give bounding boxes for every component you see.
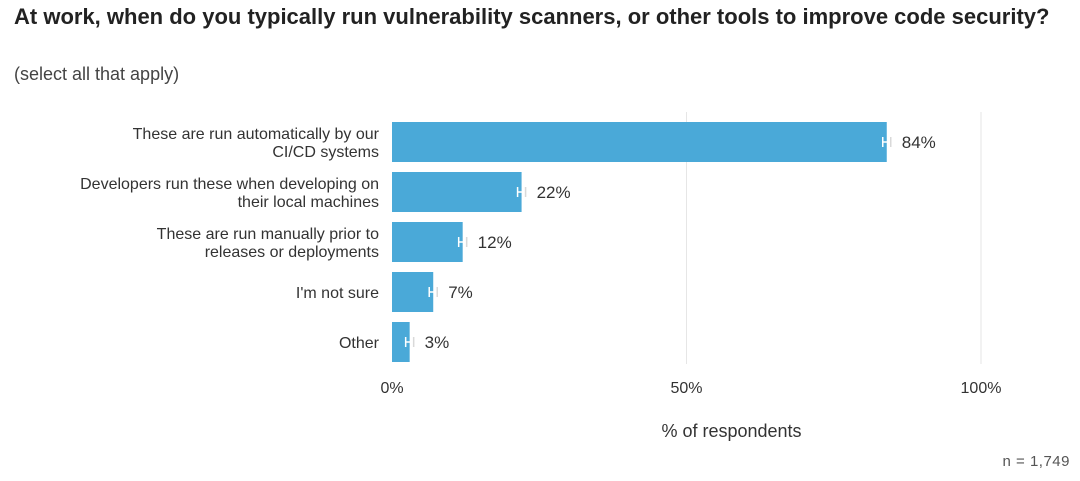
chart-subtitle: (select all that apply) [14,64,180,84]
bar [392,222,463,262]
category-label: releases or deployments [205,244,379,261]
category-label: I'm not sure [296,285,379,302]
x-tick-label: 50% [670,380,702,397]
bar [392,172,522,212]
category-label: CI/CD systems [272,144,379,161]
bar [392,122,887,162]
bar [392,322,410,362]
data-label: 7% [448,283,473,302]
sample-size-note: n = 1,749 [1002,453,1070,470]
category-label: Other [339,335,380,352]
x-tick-label: 0% [380,380,403,397]
x-tick-label: 100% [961,380,1002,397]
category-label: These are run manually prior to [157,226,379,243]
category-label: Developers run these when developing on [80,176,379,193]
bar [392,272,434,312]
data-label: 12% [478,233,512,252]
data-label: 22% [537,183,571,202]
category-label: These are run automatically by our [133,126,380,143]
x-axis-label: % of respondents [661,421,801,441]
category-label: their local machines [238,194,379,211]
data-label: 84% [902,133,936,152]
data-label: 3% [425,333,450,352]
chart-title: At work, when do you typically run vulne… [14,4,1050,29]
